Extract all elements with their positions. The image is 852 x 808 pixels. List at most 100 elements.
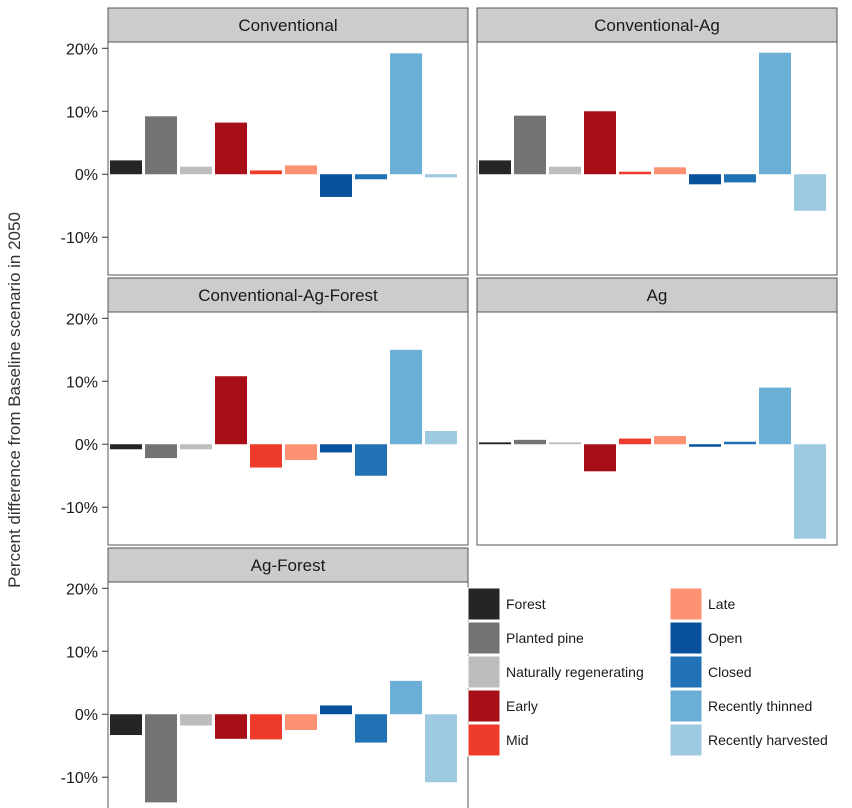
bar-closed bbox=[355, 714, 387, 743]
panel-title: Conventional-Ag bbox=[594, 16, 720, 35]
bar-mid bbox=[619, 438, 651, 445]
legend-item: Closed bbox=[669, 655, 752, 689]
legend-item: Recently harvested bbox=[669, 723, 828, 757]
bar-recently-harvested bbox=[425, 714, 457, 783]
y-tick-label: 0% bbox=[75, 707, 98, 724]
legend-swatch bbox=[467, 723, 501, 757]
y-tick-label: -10% bbox=[61, 500, 98, 517]
panel-5: Ag-Forest 20% 10% 0% -10% bbox=[61, 547, 469, 808]
y-tick-label: -10% bbox=[61, 770, 98, 787]
y-tick-label: 20% bbox=[66, 581, 98, 598]
legend-item: Recently thinned bbox=[669, 689, 812, 723]
y-tick-label: -10% bbox=[61, 230, 98, 247]
legend-label: Late bbox=[708, 596, 735, 612]
panel-title: Ag-Forest bbox=[251, 556, 326, 575]
panel-3: Conventional-Ag-Forest 20% 10% 0% -10% bbox=[61, 277, 469, 546]
y-tick-label: 20% bbox=[66, 41, 98, 58]
legend-label: Forest bbox=[506, 596, 546, 612]
y-tick-label: 20% bbox=[66, 311, 98, 328]
bar-mid bbox=[619, 171, 651, 175]
y-axis-label: Percent difference from Baseline scenari… bbox=[5, 212, 24, 588]
y-tick-label: 0% bbox=[75, 167, 98, 184]
y-tick-label: 10% bbox=[66, 644, 98, 661]
legend-swatch bbox=[467, 587, 501, 621]
bar-early bbox=[215, 122, 247, 175]
bar-forest bbox=[110, 714, 142, 736]
legend-swatch bbox=[669, 723, 703, 757]
bar-recently-harvested bbox=[425, 431, 457, 445]
bar-late bbox=[654, 167, 686, 175]
legend-item: Mid bbox=[467, 723, 529, 757]
legend-item: Planted pine bbox=[467, 621, 584, 655]
bar-planted-pine bbox=[145, 714, 177, 803]
bar-recently-thinned bbox=[390, 680, 422, 715]
panel-strip bbox=[107, 7, 469, 43]
bar-naturally-regenerating bbox=[180, 444, 212, 450]
bar-naturally-regenerating bbox=[180, 714, 212, 726]
bar-early bbox=[215, 714, 247, 739]
bar-forest bbox=[479, 442, 511, 445]
legend-label: Naturally regenerating bbox=[506, 664, 644, 680]
legend-label: Planted pine bbox=[506, 630, 584, 646]
legend-swatch bbox=[669, 621, 703, 655]
legend-item: Naturally regenerating bbox=[467, 655, 644, 689]
legend-swatch bbox=[669, 587, 703, 621]
panel-strip bbox=[476, 7, 838, 43]
panel-4: Ag bbox=[476, 277, 838, 546]
bar-closed bbox=[724, 441, 756, 445]
legend-label: Early bbox=[506, 698, 538, 714]
bar-closed bbox=[355, 444, 387, 476]
bar-late bbox=[285, 444, 317, 460]
panels: Conventional 20% 10% 0% -10% Conventional-Ag C… bbox=[61, 7, 838, 808]
bar-planted-pine bbox=[145, 444, 177, 459]
y-tick-label: 10% bbox=[66, 104, 98, 121]
y-tick-label: 10% bbox=[66, 374, 98, 391]
panel-title: Conventional-Ag-Forest bbox=[198, 286, 378, 305]
legend-item: Early bbox=[467, 689, 538, 723]
bar-mid bbox=[250, 714, 282, 740]
bar-naturally-regenerating bbox=[549, 166, 581, 175]
bar-recently-thinned bbox=[759, 387, 791, 445]
bar-open bbox=[320, 174, 352, 197]
bar-late bbox=[285, 714, 317, 730]
legend-swatch bbox=[467, 689, 501, 723]
legend-item: Late bbox=[669, 587, 735, 621]
panel-title: Ag bbox=[647, 286, 668, 305]
legend-label: Mid bbox=[506, 732, 529, 748]
bar-recently-harvested bbox=[794, 174, 826, 211]
bar-late bbox=[654, 436, 686, 445]
bar-recently-harvested bbox=[794, 444, 826, 539]
panel-2: Conventional-Ag bbox=[476, 7, 838, 276]
bar-planted-pine bbox=[514, 115, 546, 175]
legend-swatch bbox=[467, 655, 501, 689]
bar-open bbox=[320, 444, 352, 453]
bar-naturally-regenerating bbox=[549, 442, 581, 445]
legend: Forest Planted pine Naturally regenerating… bbox=[467, 587, 828, 757]
legend-item: Open bbox=[669, 621, 742, 655]
y-tick-label: 0% bbox=[75, 437, 98, 454]
bar-early bbox=[584, 444, 616, 472]
legend-item: Forest bbox=[467, 587, 546, 621]
bar-naturally-regenerating bbox=[180, 166, 212, 175]
panel-strip bbox=[107, 277, 469, 313]
bar-late bbox=[285, 165, 317, 175]
bar-closed bbox=[355, 174, 387, 180]
bar-recently-thinned bbox=[390, 53, 422, 175]
legend-swatch bbox=[669, 689, 703, 723]
bar-open bbox=[689, 444, 721, 447]
panel-strip bbox=[476, 277, 838, 313]
legend-label: Open bbox=[708, 630, 742, 646]
bar-forest bbox=[110, 160, 142, 175]
legend-swatch bbox=[669, 655, 703, 689]
bar-recently-thinned bbox=[390, 349, 422, 445]
bar-mid bbox=[250, 444, 282, 468]
bar-closed bbox=[724, 174, 756, 183]
bar-forest bbox=[110, 444, 142, 450]
bar-recently-thinned bbox=[759, 52, 791, 175]
panel-title: Conventional bbox=[238, 16, 337, 35]
bar-early bbox=[584, 111, 616, 175]
bar-forest bbox=[479, 160, 511, 175]
legend-label: Recently harvested bbox=[708, 732, 828, 748]
legend-label: Recently thinned bbox=[708, 698, 812, 714]
